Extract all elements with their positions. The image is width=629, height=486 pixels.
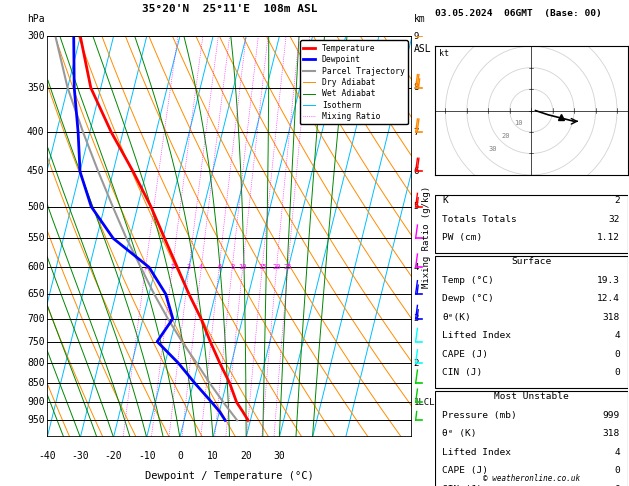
Text: 10: 10 bbox=[207, 451, 219, 461]
Text: 450: 450 bbox=[27, 167, 45, 176]
Text: 8: 8 bbox=[230, 264, 235, 270]
Text: 19.3: 19.3 bbox=[597, 276, 620, 285]
Text: 32: 32 bbox=[608, 215, 620, 224]
Text: 30: 30 bbox=[274, 451, 285, 461]
Text: 20: 20 bbox=[501, 133, 509, 139]
Text: Lifted Index: Lifted Index bbox=[442, 448, 511, 457]
Text: 500: 500 bbox=[27, 202, 45, 211]
Text: 4: 4 bbox=[615, 331, 620, 340]
Text: 2: 2 bbox=[170, 264, 175, 270]
Text: 400: 400 bbox=[27, 127, 45, 137]
Text: 1: 1 bbox=[143, 264, 148, 270]
Text: -30: -30 bbox=[72, 451, 89, 461]
Legend: Temperature, Dewpoint, Parcel Trajectory, Dry Adiabat, Wet Adiabat, Isotherm, Mi: Temperature, Dewpoint, Parcel Trajectory… bbox=[300, 40, 408, 124]
Text: CAPE (J): CAPE (J) bbox=[442, 466, 488, 475]
Text: Lifted Index: Lifted Index bbox=[442, 331, 511, 340]
Text: 35°20'N  25°11'E  108m ASL: 35°20'N 25°11'E 108m ASL bbox=[142, 4, 318, 15]
Text: CIN (J): CIN (J) bbox=[442, 368, 482, 378]
Text: 0: 0 bbox=[615, 368, 620, 378]
Text: kt: kt bbox=[438, 49, 448, 58]
Text: 300: 300 bbox=[27, 32, 45, 41]
Text: 2: 2 bbox=[414, 359, 419, 367]
Text: 850: 850 bbox=[27, 378, 45, 388]
Text: CIN (J): CIN (J) bbox=[442, 485, 482, 486]
Text: 4: 4 bbox=[414, 263, 419, 272]
Text: 750: 750 bbox=[27, 337, 45, 347]
Text: Surface: Surface bbox=[511, 257, 551, 266]
Text: -40: -40 bbox=[38, 451, 56, 461]
Text: PW (cm): PW (cm) bbox=[442, 233, 482, 243]
Text: 30: 30 bbox=[488, 146, 497, 152]
Text: 6: 6 bbox=[414, 167, 419, 176]
Text: 1.12: 1.12 bbox=[597, 233, 620, 243]
Text: θᵉ(K): θᵉ(K) bbox=[442, 313, 471, 322]
Text: 12.4: 12.4 bbox=[597, 295, 620, 303]
Text: 1LCL: 1LCL bbox=[414, 398, 435, 407]
Text: km: km bbox=[414, 15, 425, 24]
Text: 4: 4 bbox=[199, 264, 203, 270]
Text: 7: 7 bbox=[414, 128, 419, 137]
Text: 550: 550 bbox=[27, 233, 45, 243]
Text: Totals Totals: Totals Totals bbox=[442, 215, 517, 224]
Text: 3: 3 bbox=[414, 314, 419, 323]
Bar bbox=[435, 256, 628, 388]
Text: 20: 20 bbox=[272, 264, 281, 270]
Text: 0: 0 bbox=[615, 350, 620, 359]
Text: 25: 25 bbox=[284, 264, 292, 270]
Text: 0: 0 bbox=[615, 485, 620, 486]
Text: -10: -10 bbox=[138, 451, 155, 461]
Text: 900: 900 bbox=[27, 398, 45, 407]
Text: Pressure (mb): Pressure (mb) bbox=[442, 411, 517, 420]
Text: 318: 318 bbox=[603, 313, 620, 322]
Text: 0: 0 bbox=[177, 451, 183, 461]
Text: 0: 0 bbox=[615, 466, 620, 475]
Text: -20: -20 bbox=[104, 451, 122, 461]
Text: CAPE (J): CAPE (J) bbox=[442, 350, 488, 359]
Text: 5: 5 bbox=[414, 202, 419, 211]
Bar bbox=[435, 391, 628, 486]
Text: 350: 350 bbox=[27, 83, 45, 93]
Text: 950: 950 bbox=[27, 416, 45, 425]
Bar bbox=[435, 195, 628, 253]
Text: 10: 10 bbox=[238, 264, 247, 270]
Text: θᵉ (K): θᵉ (K) bbox=[442, 429, 477, 438]
Text: Mixing Ratio (g/kg): Mixing Ratio (g/kg) bbox=[423, 186, 431, 288]
Text: 10: 10 bbox=[514, 121, 523, 126]
Text: Dewp (°C): Dewp (°C) bbox=[442, 295, 494, 303]
Text: 6: 6 bbox=[217, 264, 221, 270]
Text: 999: 999 bbox=[603, 411, 620, 420]
Text: 2: 2 bbox=[615, 196, 620, 206]
Text: 8: 8 bbox=[414, 83, 419, 92]
Text: 600: 600 bbox=[27, 262, 45, 272]
Text: Dewpoint / Temperature (°C): Dewpoint / Temperature (°C) bbox=[145, 471, 314, 482]
Text: 3: 3 bbox=[187, 264, 191, 270]
Text: © weatheronline.co.uk: © weatheronline.co.uk bbox=[482, 474, 580, 483]
Text: 700: 700 bbox=[27, 313, 45, 324]
Text: 03.05.2024  06GMT  (Base: 00): 03.05.2024 06GMT (Base: 00) bbox=[435, 9, 601, 18]
Text: 20: 20 bbox=[240, 451, 252, 461]
Text: Temp (°C): Temp (°C) bbox=[442, 276, 494, 285]
Text: hPa: hPa bbox=[27, 15, 45, 24]
Text: 9: 9 bbox=[414, 32, 419, 41]
Text: K: K bbox=[442, 196, 448, 206]
Text: 650: 650 bbox=[27, 289, 45, 299]
Text: 15: 15 bbox=[258, 264, 267, 270]
Text: ASL: ASL bbox=[414, 45, 431, 54]
Text: 800: 800 bbox=[27, 358, 45, 368]
Text: 318: 318 bbox=[603, 429, 620, 438]
Text: 4: 4 bbox=[615, 448, 620, 457]
Text: Most Unstable: Most Unstable bbox=[494, 392, 569, 401]
